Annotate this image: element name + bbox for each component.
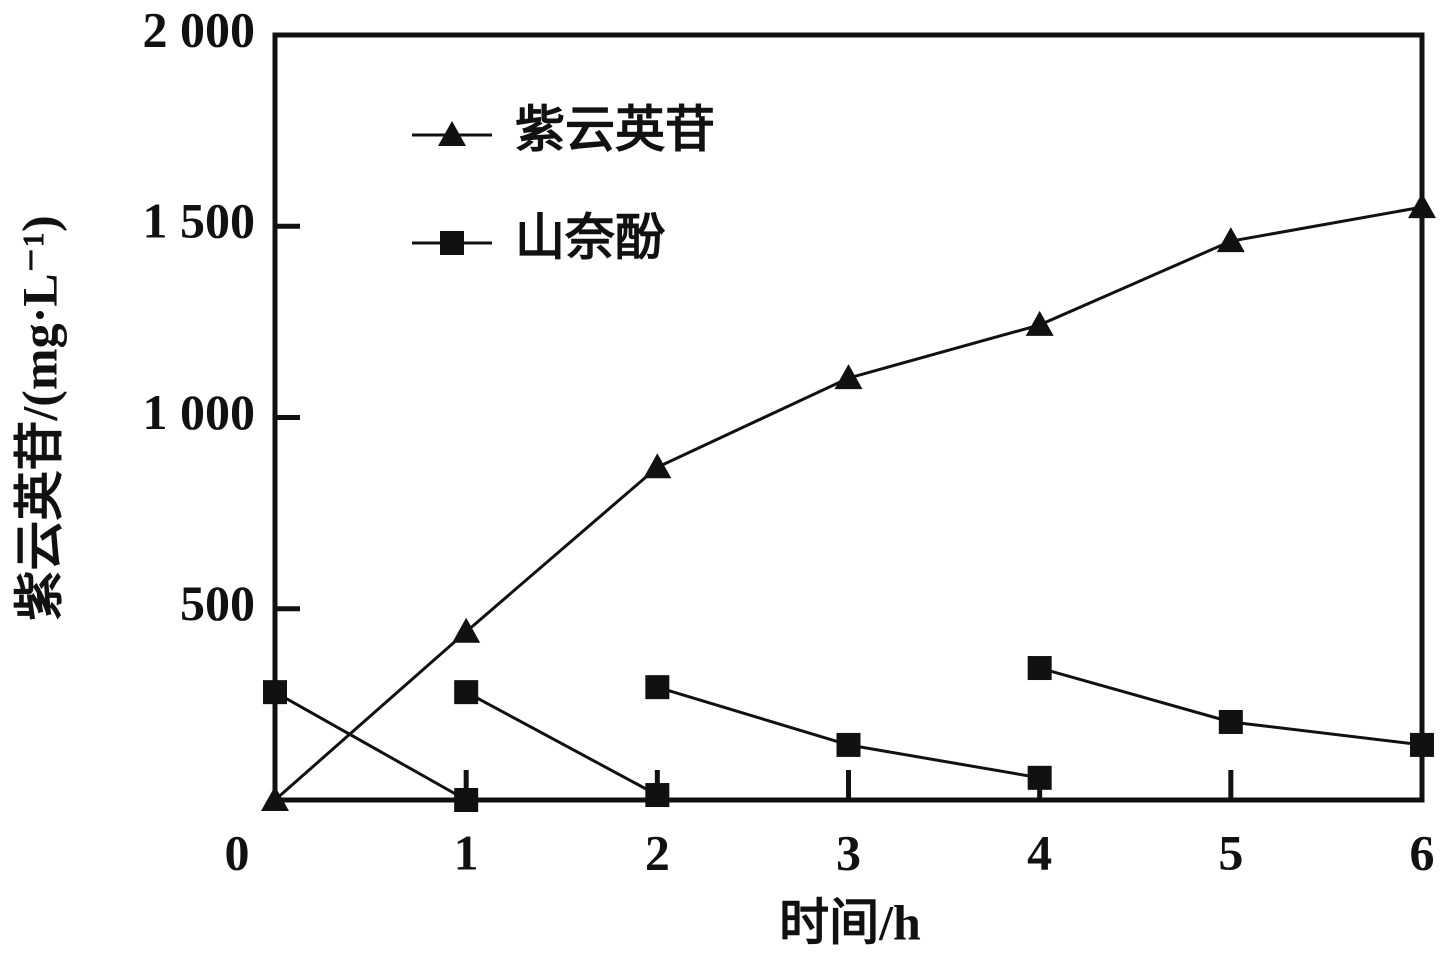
x-tick-label: 2	[645, 824, 670, 880]
data-point	[1025, 310, 1054, 336]
series-line	[274, 205, 1423, 802]
data-point	[1408, 193, 1436, 219]
y-tick-label: 500	[180, 575, 255, 631]
x-tick-label: 1	[454, 824, 479, 880]
data-point	[1027, 656, 1052, 681]
legend-marker	[438, 121, 466, 146]
legend-label: 紫云英苷	[515, 101, 715, 157]
data-point	[454, 788, 479, 812]
x-tick-label: 5	[1218, 824, 1243, 880]
data-point	[263, 680, 287, 705]
x-axis-label: 时间/h	[779, 894, 921, 950]
x-tick-label: 3	[836, 824, 861, 880]
data-point	[261, 786, 289, 811]
legend-marker	[440, 231, 464, 255]
y-tick-label: 1 500	[143, 193, 256, 249]
y-tick-label: 1 000	[143, 384, 256, 440]
data-point	[454, 680, 479, 705]
plot-frame	[272, 32, 1425, 803]
data-point	[1216, 227, 1245, 253]
y-tick-label: 2 000	[143, 1, 256, 57]
x-tick-label: 6	[1410, 824, 1435, 880]
x-tick-label: 4	[1027, 824, 1052, 880]
data-point	[645, 783, 670, 808]
legend-label: 山奈酚	[515, 209, 666, 265]
data-point	[645, 675, 670, 700]
data-point	[1027, 765, 1052, 790]
data-point	[1410, 732, 1434, 757]
data-point	[1218, 709, 1243, 734]
data-point	[643, 453, 672, 479]
data-point	[836, 732, 861, 757]
y-axis-label: 紫云英苷/(mg·L⁻¹)	[11, 215, 67, 620]
data-point	[834, 364, 863, 390]
series-line	[274, 666, 1423, 802]
x-tick-label: 0	[225, 824, 250, 880]
data-point	[452, 617, 481, 643]
